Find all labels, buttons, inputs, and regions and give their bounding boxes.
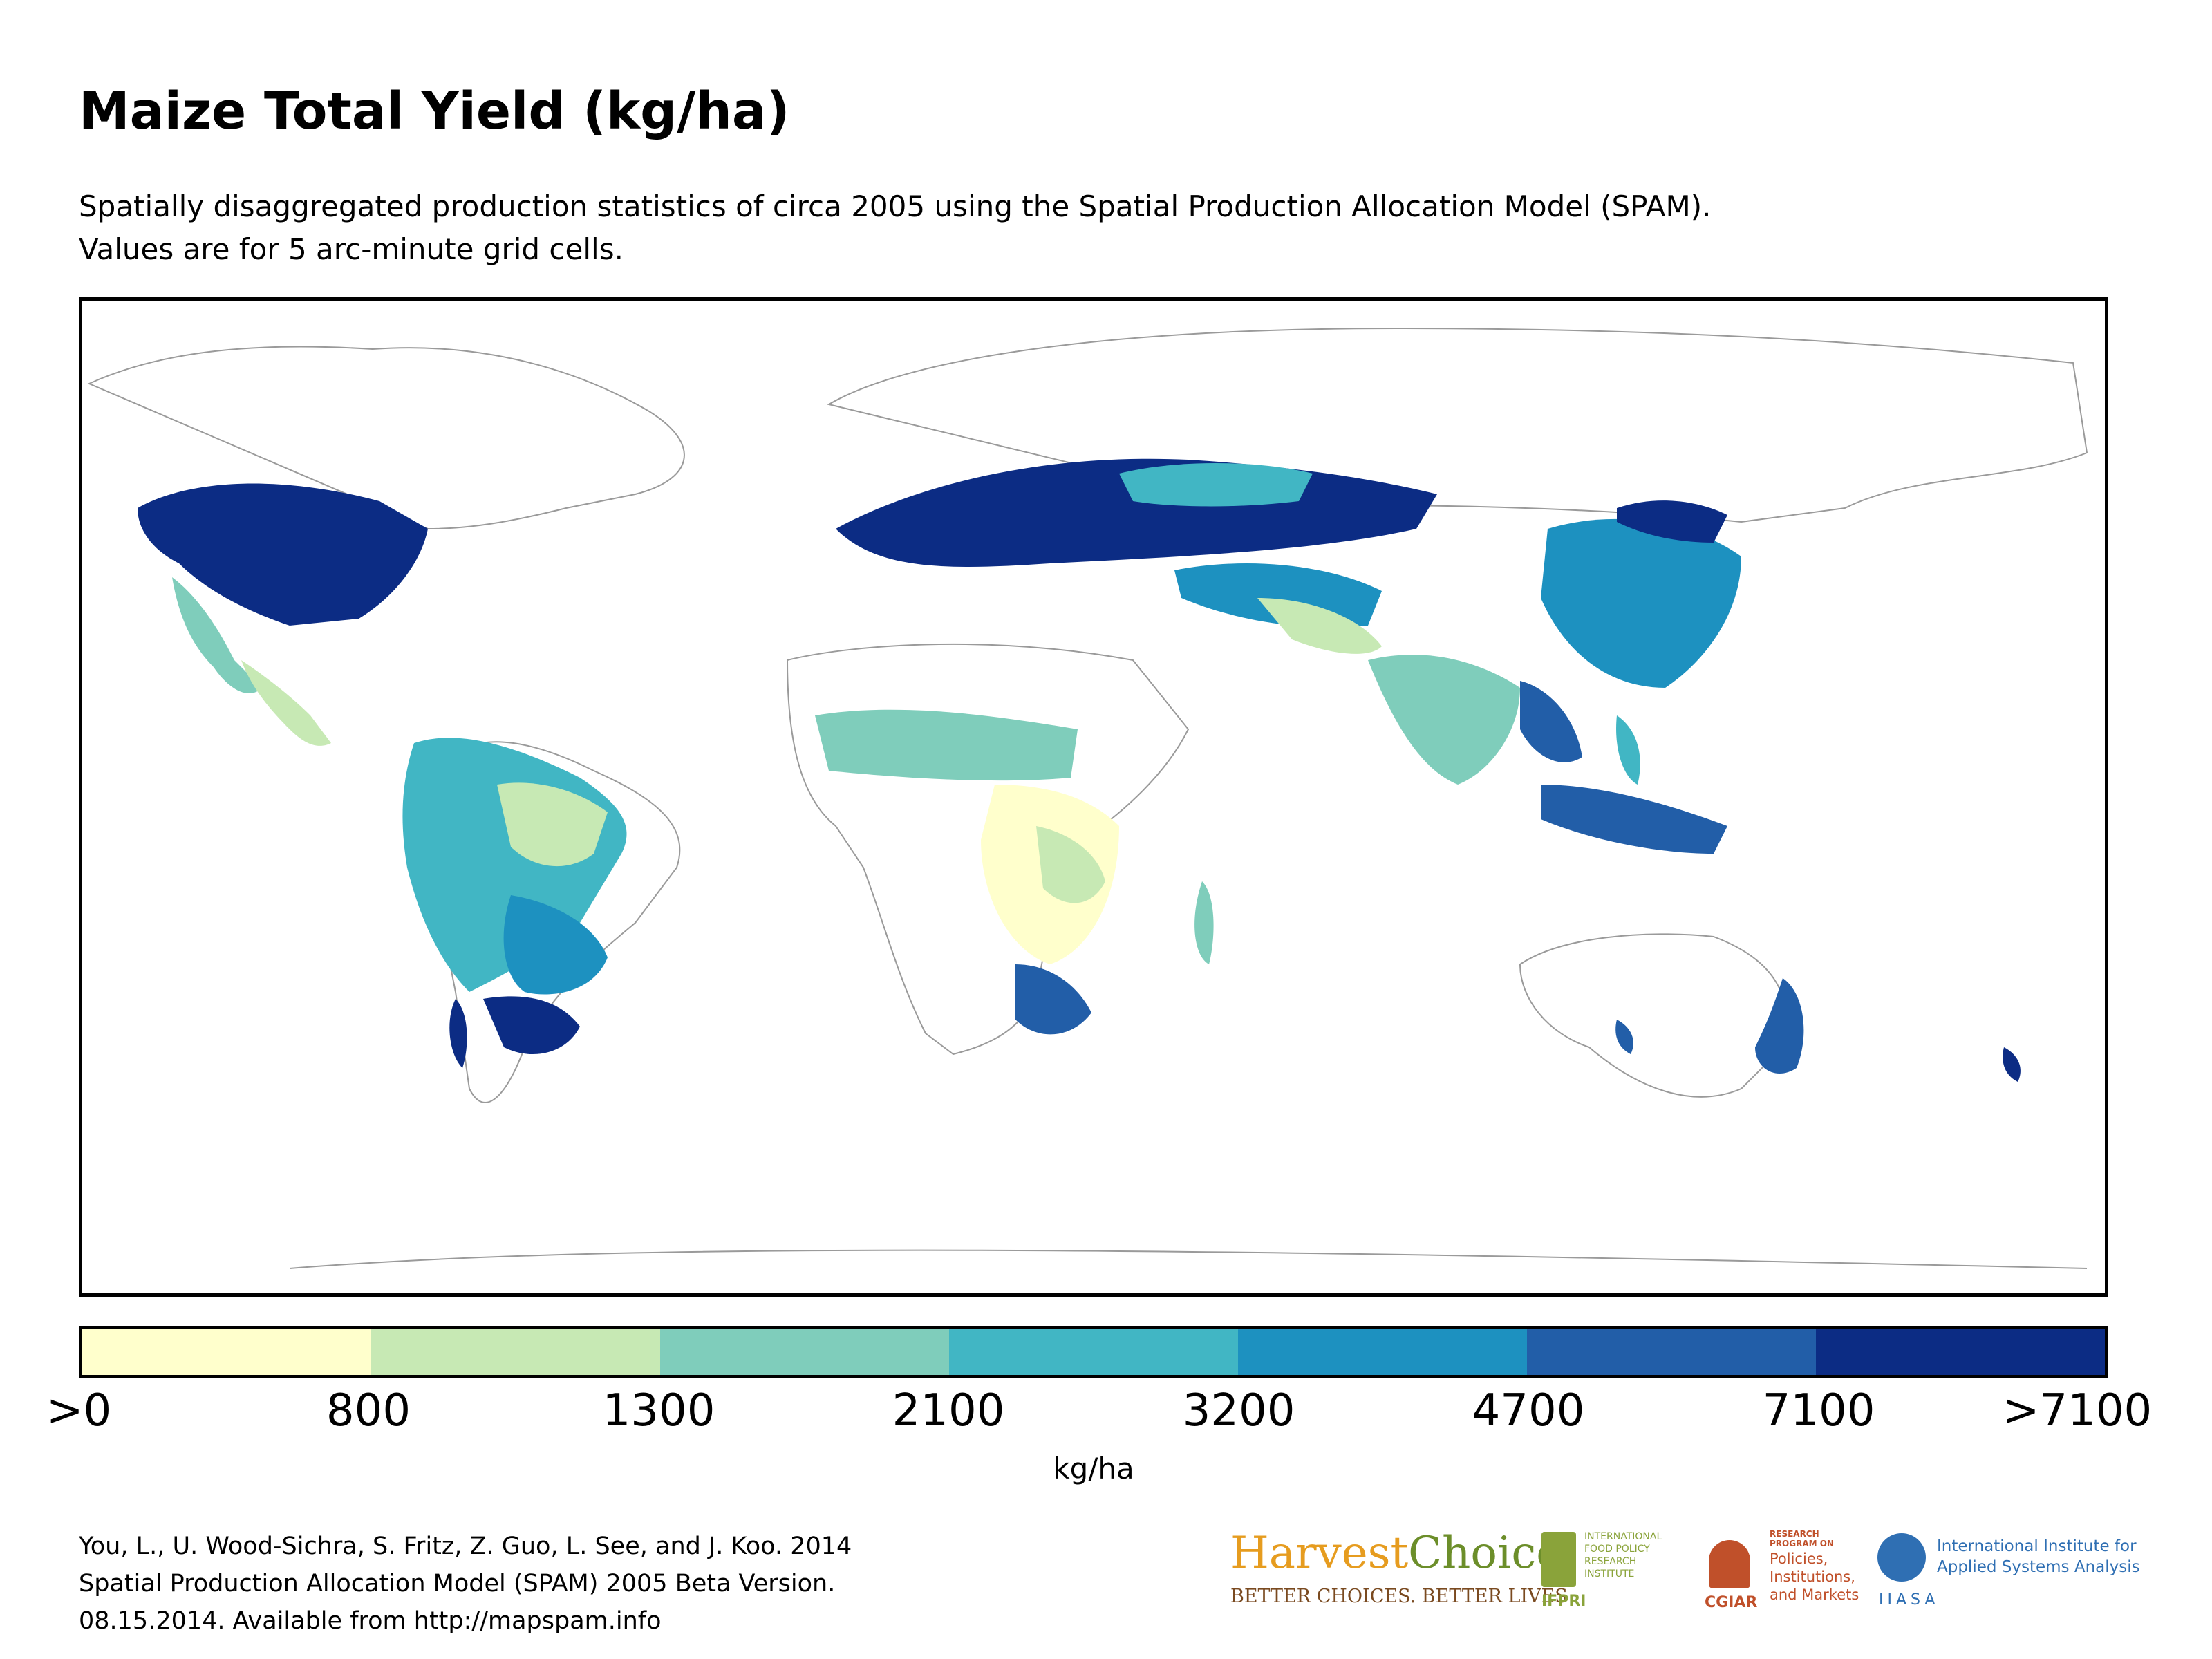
colorbar-tick-label: 800 [326,1385,411,1436]
colorbar-tick-label: 7100 [1762,1385,1875,1436]
ifpri-name-line: FOOD POLICY [1584,1544,1650,1555]
harvestchoice-tagline: BETTER CHOICES. BETTER LIVES [1230,1586,1568,1607]
colorbar-tick-label: >7100 [2002,1385,2153,1436]
citation-line: Spatial Production Allocation Model (SPA… [79,1570,836,1597]
cgiar-emblem-icon [1709,1540,1750,1588]
south-america-yield [402,738,627,1068]
cgiar-abbr: CGIAR [1705,1594,1758,1611]
subtitle-line: Values are for 5 arc-minute grid cells. [79,232,624,266]
cgiar-head-line: RESEARCH [1770,1529,1819,1539]
asia-east-yield [1368,500,1741,854]
subtitle-line: Spatially disaggregated production stati… [79,189,1712,223]
colorbar-segment [82,1329,371,1375]
cgiar-program-name: Policies, Institutions, and Markets [1770,1550,1859,1604]
cgiar-body-line: Institutions, [1770,1568,1855,1585]
colorbar-unit-label: kg/ha [1053,1452,1134,1485]
harvestchoice-name-part1: Harvest [1230,1528,1409,1579]
citation: You, L., U. Wood-Sichra, S. Fritz, Z. Gu… [79,1528,852,1640]
colorbar-tick-label: >0 [46,1385,112,1436]
cgiar-body-line: Policies, [1770,1550,1828,1567]
africa-yield [815,709,1214,1035]
globe-icon [1877,1533,1926,1582]
colorbar-segment [660,1329,949,1375]
colorbar [79,1326,2108,1378]
colorbar-segment [1816,1329,2105,1375]
world-map [79,297,2108,1297]
cgiar-body-line: and Markets [1770,1586,1859,1603]
iiasa-logo: IIASA International Institute for Applie… [1877,1528,2140,1618]
iiasa-name-line: Applied Systems Analysis [1937,1558,2140,1576]
wheat-icon [1541,1532,1576,1587]
map-canvas [87,327,2088,1269]
iiasa-abbr: IIASA [1879,1591,1940,1609]
oceania-yield [1615,978,2021,1082]
colorbar-segment [371,1329,660,1375]
ifpri-full-name: INTERNATIONAL FOOD POLICY RESEARCH INSTI… [1584,1530,1688,1580]
ifpri-abbr: IFPRI [1541,1593,1586,1610]
citation-line: You, L., U. Wood-Sichra, S. Fritz, Z. Gu… [79,1533,852,1560]
cgiar-head-line: PROGRAM ON [1770,1539,1834,1548]
colorbar-segment [1527,1329,1816,1375]
harvestchoice-name-part2: Choice [1408,1528,1563,1579]
ifpri-name-line: INSTITUTE [1584,1568,1635,1580]
harvestchoice-logo: HarvestChoice BETTER CHOICES. BETTER LIV… [1230,1528,1568,1607]
cgiar-program-head: RESEARCH PROGRAM ON [1770,1529,1834,1548]
eurasia-west-yield [836,458,1437,654]
colorbar-tick-label: 2100 [892,1385,1005,1436]
ifpri-name-line: RESEARCH [1584,1556,1637,1567]
colorbar-tick-label: 1300 [602,1385,715,1436]
iiasa-full-name: International Institute for Applied Syst… [1937,1536,2140,1577]
cgiar-logo: CGIAR RESEARCH PROGRAM ON Policies, Inst… [1700,1528,1880,1618]
citation-line: 08.15.2014. Available from http://mapspa… [79,1607,662,1635]
colorbar-segment [1238,1329,1527,1375]
colorbar-tick-label: 4700 [1472,1385,1585,1436]
colorbar-tick-label: 3200 [1182,1385,1295,1436]
ifpri-logo: INTERNATIONAL FOOD POLICY RESEARCH INSTI… [1541,1528,1687,1618]
iiasa-name-line: International Institute for [1937,1537,2137,1555]
colorbar-segment [949,1329,1238,1375]
ifpri-name-line: INTERNATIONAL [1584,1531,1662,1542]
north-america-yield [138,483,428,746]
map-title: Maize Total Yield (kg/ha) [79,82,790,141]
map-subtitle: Spatially disaggregated production stati… [79,185,1712,271]
